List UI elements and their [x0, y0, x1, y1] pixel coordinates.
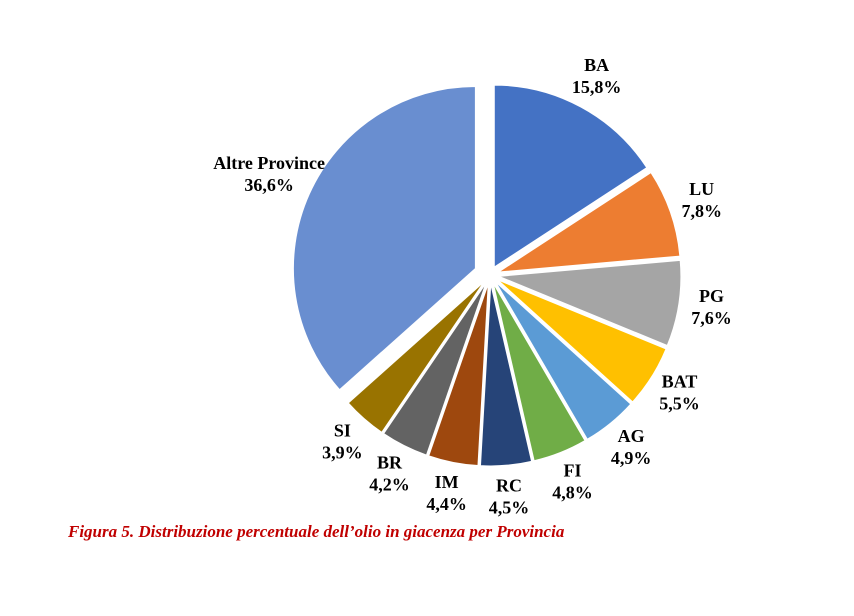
slice-value-label: 3,9%: [322, 443, 363, 463]
slice-label: BA: [584, 55, 609, 75]
pie-slice: [498, 171, 681, 273]
slice-value-label: 36,6%: [244, 175, 294, 195]
slice-value-label: 4,2%: [369, 474, 410, 494]
chart-title: Figura 5. Distribuzione percentuale dell…: [67, 522, 565, 541]
pie-slice: [493, 84, 648, 269]
pie-slice: [382, 282, 487, 456]
pie-slice: [428, 283, 489, 467]
slice-value-label: 7,8%: [681, 201, 722, 221]
slice-label: BAT: [662, 372, 698, 392]
pie-slice: [347, 281, 485, 433]
pie-slice: [492, 283, 586, 462]
pie-slice: [495, 281, 632, 440]
slice-value-label: 4,4%: [426, 494, 467, 514]
slice-label: AG: [618, 426, 645, 446]
slice-label: LU: [689, 179, 714, 199]
slice-value-label: 4,8%: [552, 482, 593, 502]
slice-value-label: 7,6%: [691, 308, 732, 328]
pie-slice: [292, 85, 476, 391]
slice-label: RC: [496, 475, 522, 495]
pie-slice: [498, 259, 682, 347]
pie-slice: [497, 279, 667, 403]
slice-value-label: 4,5%: [489, 497, 530, 517]
pie-slice: [479, 283, 533, 467]
slice-label: PG: [699, 286, 724, 306]
slice-label: Altre Province: [213, 153, 325, 173]
slice-value-label: 5,5%: [659, 394, 700, 414]
slice-value-label: 15,8%: [572, 77, 622, 97]
slice-value-label: 4,9%: [611, 448, 652, 468]
slice-label: IM: [435, 472, 459, 492]
slice-label: SI: [334, 421, 351, 441]
slice-label: FI: [563, 460, 581, 480]
slice-label: BR: [377, 452, 403, 472]
